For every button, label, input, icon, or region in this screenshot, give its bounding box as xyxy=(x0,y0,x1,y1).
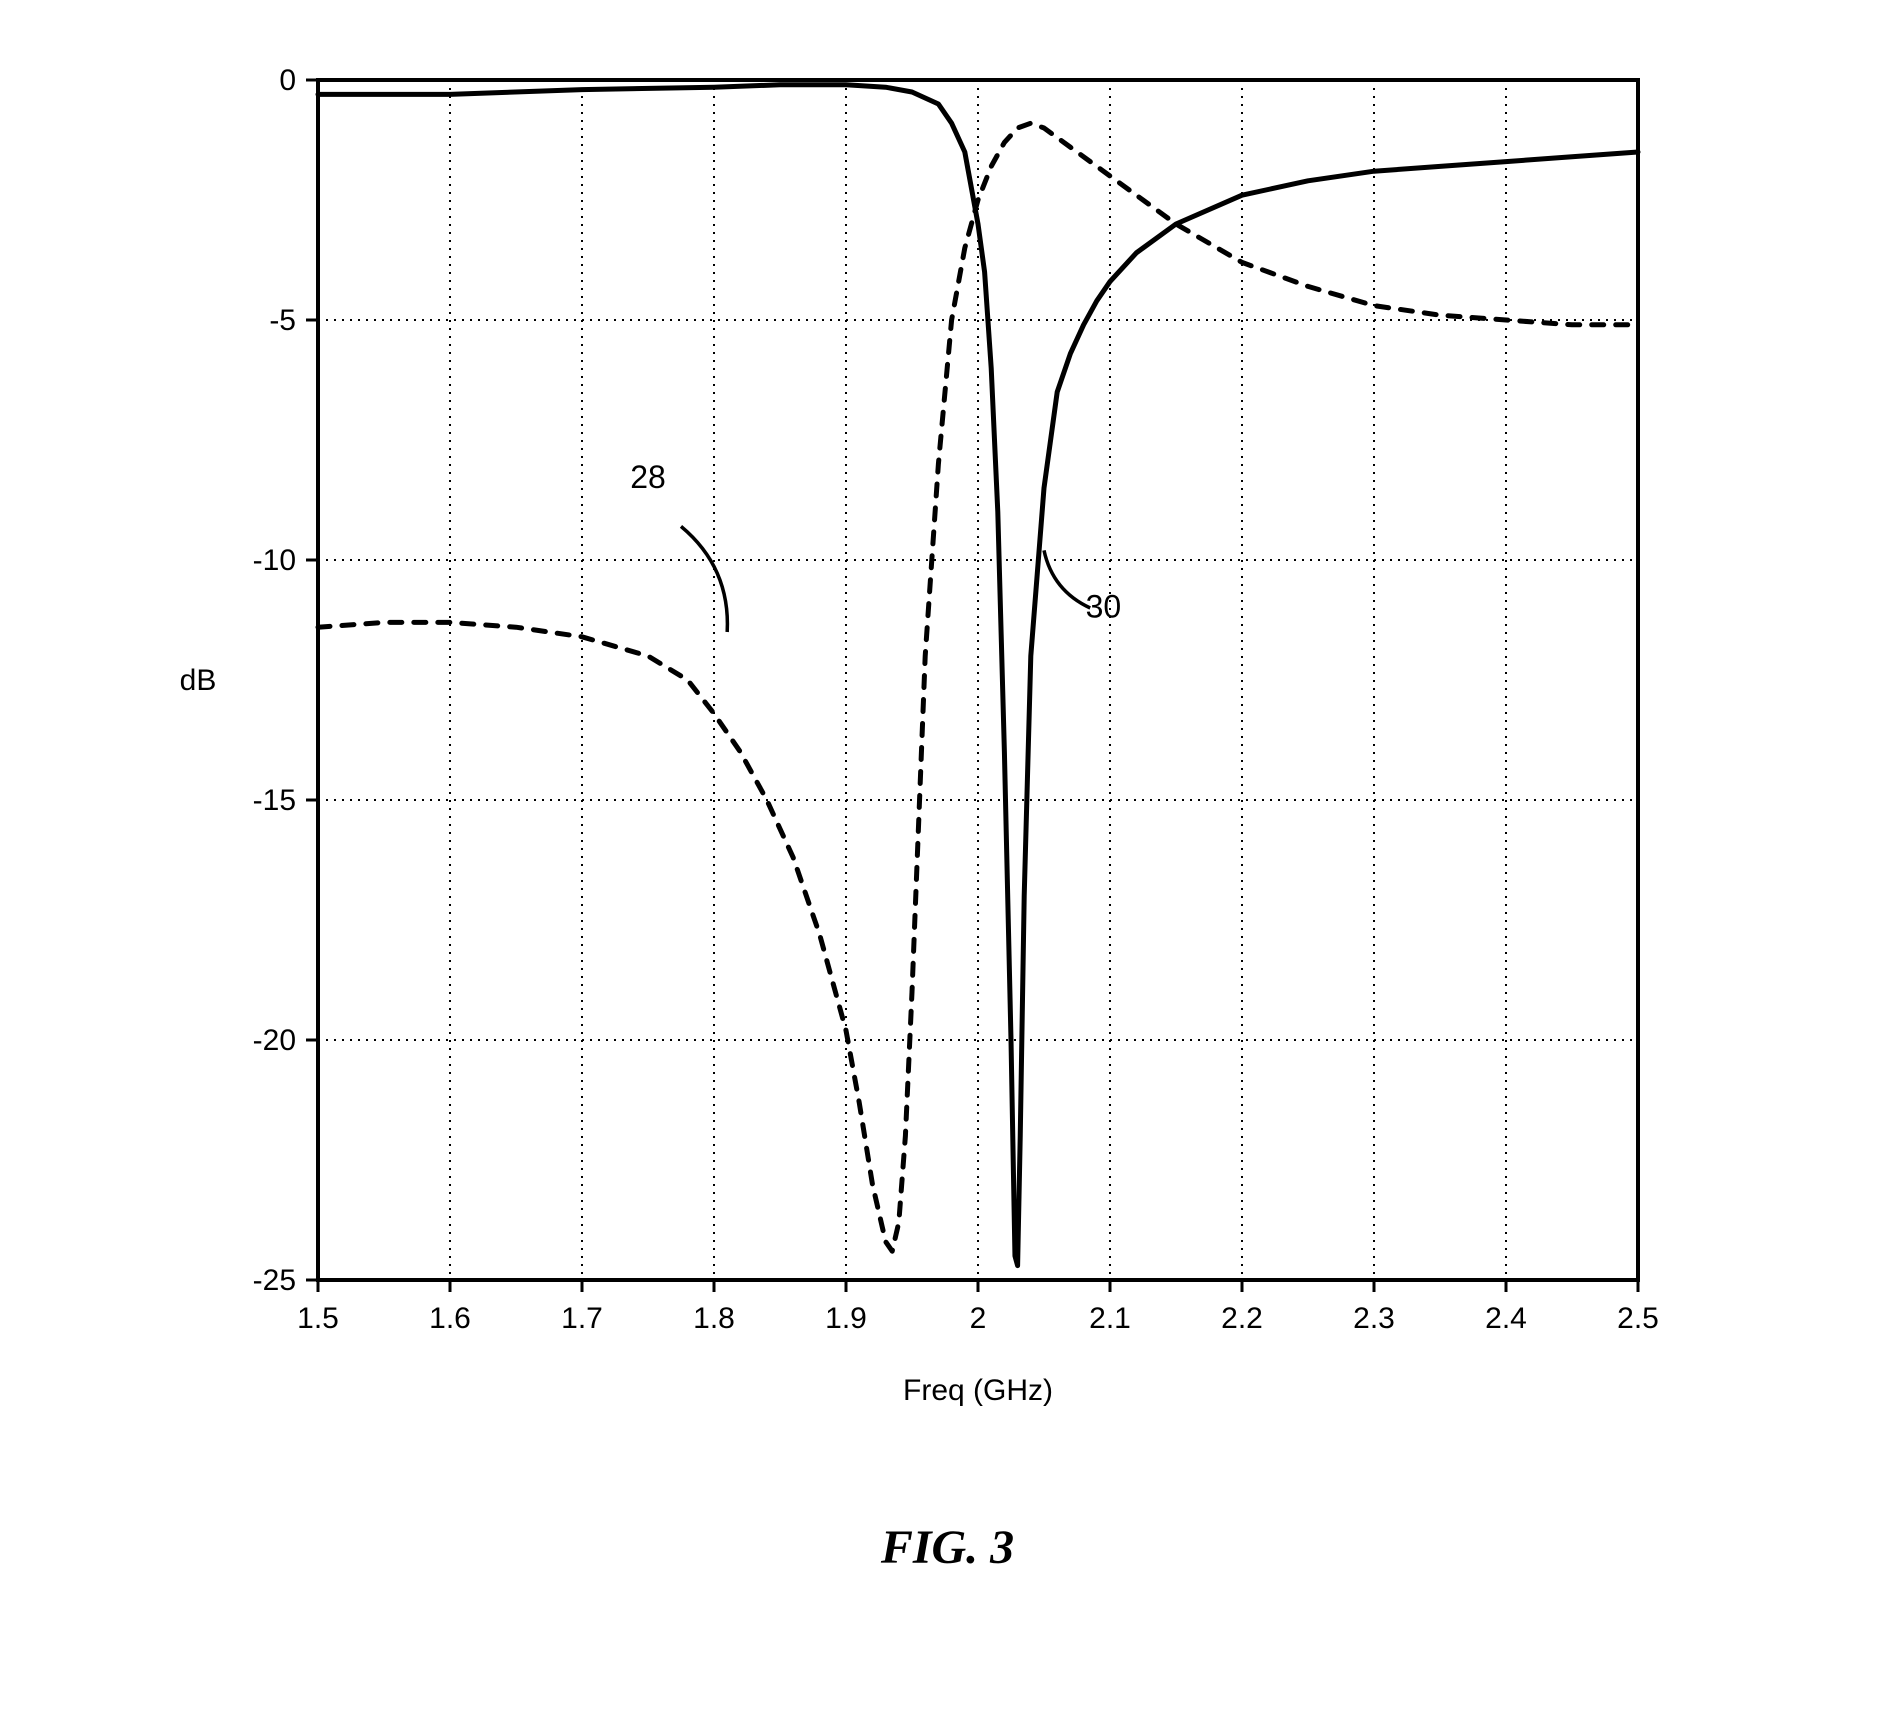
x-tick-label: 1.5 xyxy=(297,1302,339,1335)
y-tick-label: -10 xyxy=(252,544,295,577)
x-tick-label: 2.3 xyxy=(1353,1302,1395,1335)
x-tick-label: 2.5 xyxy=(1617,1302,1659,1335)
y-tick-label: -15 xyxy=(252,784,295,817)
x-tick-label: 2.4 xyxy=(1485,1302,1527,1335)
figure-caption: FIG. 3 xyxy=(148,1520,1748,1575)
y-tick-label: -20 xyxy=(252,1024,295,1057)
chart-container: 1.5 1.6 1.7 1.8 1.9 2 2.1 2.2 2.3 2.4 2.5 0 -5 -10 -15… xyxy=(148,40,1748,1575)
x-tick-label: 1.8 xyxy=(693,1302,735,1335)
line-chart: 1.5 1.6 1.7 1.8 1.9 2 2.1 2.2 2.3 2.4 2.5 0 -5 -10 -15… xyxy=(148,40,1698,1460)
x-tick-label: 2.2 xyxy=(1221,1302,1263,1335)
x-tick-label: 2 xyxy=(969,1302,986,1335)
x-tick-label: 1.7 xyxy=(561,1302,603,1335)
y-tick-label: -25 xyxy=(252,1264,295,1297)
y-tick-label: 0 xyxy=(279,64,296,97)
annotation-label-28: 28 xyxy=(630,459,666,495)
y-axis-label: dB xyxy=(179,664,216,697)
x-tick-label: 1.6 xyxy=(429,1302,471,1335)
annotation-label-30: 30 xyxy=(1085,589,1121,625)
x-tick-label: 1.9 xyxy=(825,1302,867,1335)
y-tick-label: -5 xyxy=(269,304,296,337)
x-tick-label: 2.1 xyxy=(1089,1302,1131,1335)
x-axis-label: Freq (GHz) xyxy=(903,1374,1053,1407)
